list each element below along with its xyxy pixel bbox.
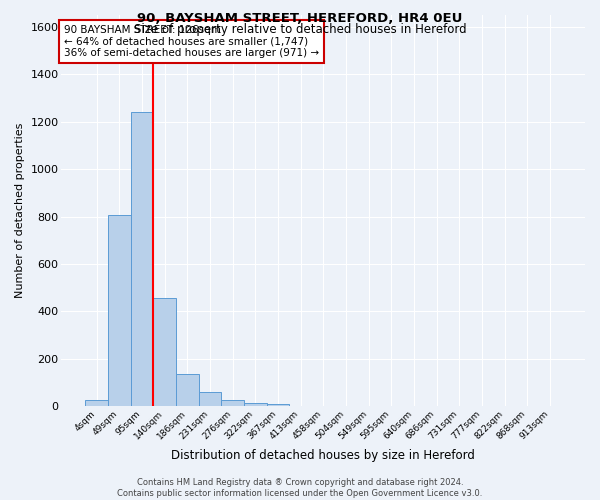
- Bar: [266, 404, 289, 406]
- Bar: [244, 402, 266, 406]
- Y-axis label: Number of detached properties: Number of detached properties: [15, 123, 25, 298]
- Bar: [199, 392, 221, 406]
- Bar: [153, 298, 176, 406]
- Text: 90, BAYSHAM STREET, HEREFORD, HR4 0EU: 90, BAYSHAM STREET, HEREFORD, HR4 0EU: [137, 12, 463, 26]
- Bar: [85, 400, 108, 406]
- Bar: [108, 216, 131, 406]
- Bar: [221, 400, 244, 406]
- X-axis label: Distribution of detached houses by size in Hereford: Distribution of detached houses by size …: [171, 450, 475, 462]
- Bar: [176, 374, 199, 406]
- Text: Contains HM Land Registry data ® Crown copyright and database right 2024.
Contai: Contains HM Land Registry data ® Crown c…: [118, 478, 482, 498]
- Text: Size of property relative to detached houses in Hereford: Size of property relative to detached ho…: [134, 22, 466, 36]
- Bar: [131, 112, 153, 406]
- Text: 90 BAYSHAM STREET: 126sqm
← 64% of detached houses are smaller (1,747)
36% of se: 90 BAYSHAM STREET: 126sqm ← 64% of detac…: [64, 25, 319, 58]
